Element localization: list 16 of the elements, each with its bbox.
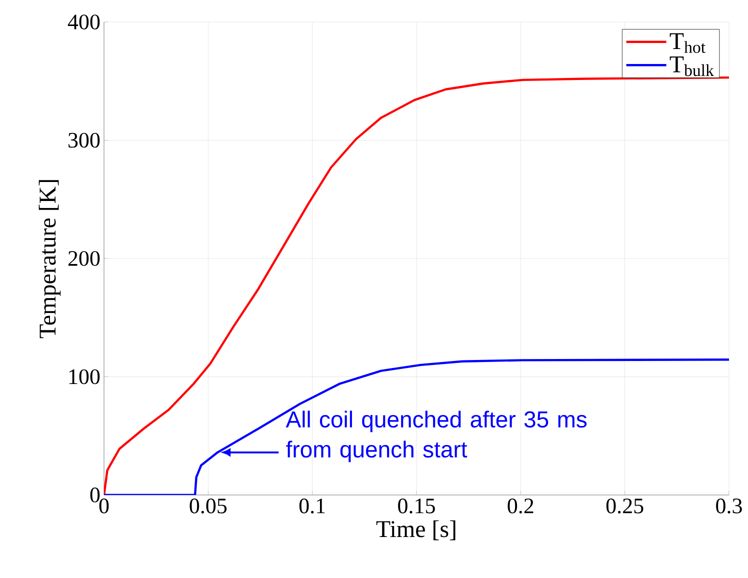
y-tick-label: 300	[68, 132, 100, 148]
x-tick-label: 0.3	[716, 498, 742, 514]
x-tick-label: 0.15	[398, 498, 435, 514]
y-tick-label: 100	[69, 369, 100, 384]
annotation: All coil quenched after 35 ms from quench start	[286, 410, 587, 462]
y-axis-title: Temperature [K]	[38, 180, 61, 338]
x-tick-label: 0.2	[508, 498, 534, 514]
y-tick-label: 200	[68, 251, 100, 266]
y-tick-label: 0	[90, 488, 100, 502]
x-tick-label: 0.25	[606, 498, 644, 514]
x-axis-title: Time [s]	[376, 520, 456, 540]
x-tick-label: 0.05	[190, 498, 227, 514]
x-tick-label: 0.1	[299, 498, 325, 514]
y-tick-label: 400	[68, 14, 100, 30]
legend-label: T$_{hot}$	[670, 33, 706, 53]
legend-label: T$_{bulk}$	[670, 56, 714, 76]
